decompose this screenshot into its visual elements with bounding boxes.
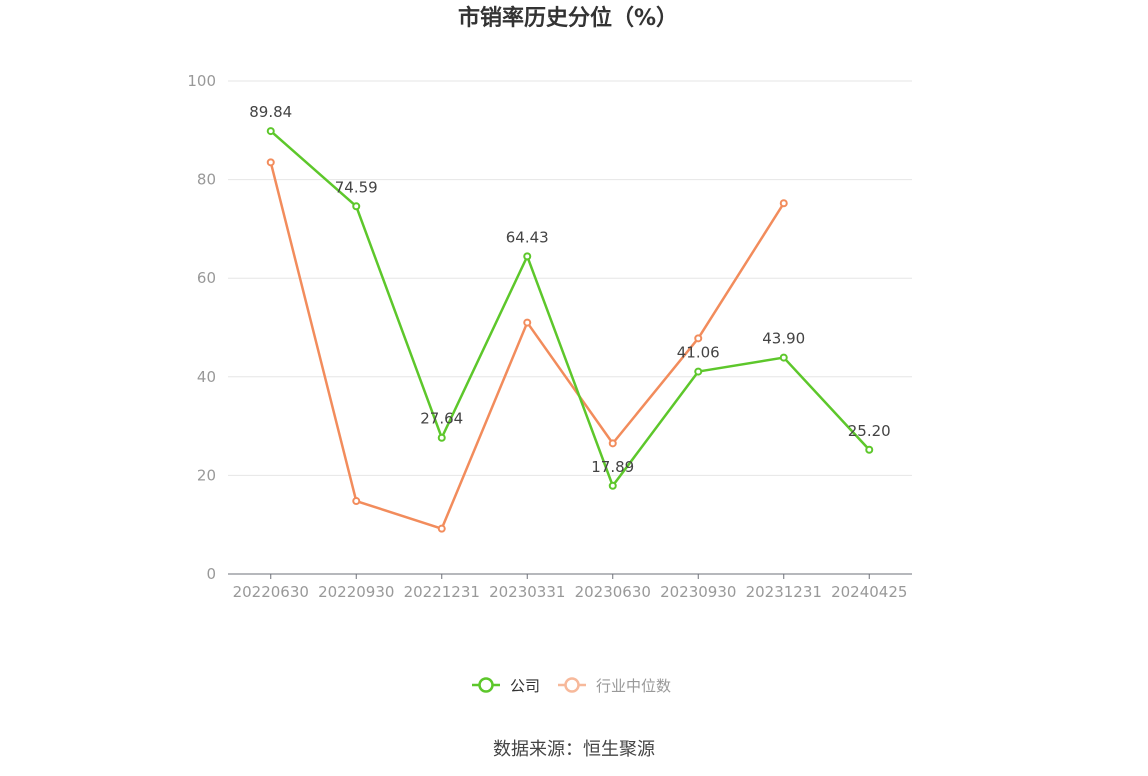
y-tick-label: 20 <box>197 466 216 484</box>
data-point <box>352 497 361 506</box>
series-line-0 <box>269 130 871 488</box>
x-axis: 20220630 20220930 20221231 20230331 20230630… <box>228 573 912 601</box>
data-point <box>779 199 788 208</box>
data-label: 27.64 <box>420 410 463 428</box>
y-axis: 0 20 40 60 80 100 <box>187 72 216 583</box>
grid <box>228 80 912 476</box>
data-point <box>608 439 617 448</box>
x-tick-label: 20220630 <box>233 583 309 601</box>
data-point <box>266 158 275 167</box>
legend-item-1[interactable]: 行业中位数 <box>558 677 671 695</box>
data-point <box>523 318 532 327</box>
data-point <box>523 252 532 261</box>
data-point <box>865 445 874 454</box>
legend-marker <box>564 677 580 693</box>
data-label: 74.59 <box>335 178 378 196</box>
data-point <box>694 334 703 343</box>
data-label: 89.84 <box>249 103 292 121</box>
x-tick-label: 20230630 <box>575 583 651 601</box>
legend-label: 行业中位数 <box>596 677 671 695</box>
data-label: 64.43 <box>506 228 549 246</box>
data-label: 25.20 <box>848 422 891 440</box>
data-point <box>779 353 788 362</box>
legend[interactable]: 公司 行业中位数 <box>472 677 671 695</box>
data-point <box>266 127 275 136</box>
series-points <box>266 127 874 533</box>
data-point <box>437 433 446 442</box>
data-label: 43.90 <box>762 330 805 348</box>
y-tick-label: 80 <box>197 171 216 189</box>
data-label: 41.06 <box>677 344 720 362</box>
source-note: 数据来源：恒生聚源 <box>493 739 655 760</box>
y-tick-label: 40 <box>197 368 216 386</box>
data-point <box>694 367 703 376</box>
x-tick-label: 20221231 <box>404 583 480 601</box>
data-point <box>352 202 361 211</box>
legend-marker <box>478 677 494 693</box>
legend-item-0[interactable]: 公司 <box>472 677 540 695</box>
data-labels: 89.84 74.59 27.64 64.43 17.89 41.06 43.90 25.20 <box>249 103 890 476</box>
y-tick-label: 100 <box>187 72 216 90</box>
chart-title: 市销率历史分位（%） <box>458 5 678 31</box>
x-tick-label: 20240425 <box>831 583 907 601</box>
data-label: 17.89 <box>591 458 634 476</box>
legend-label: 公司 <box>510 677 540 695</box>
x-tick-label: 20230331 <box>489 583 565 601</box>
x-tick-label: 20230930 <box>660 583 736 601</box>
data-point <box>437 524 446 533</box>
y-tick-label: 60 <box>197 269 216 287</box>
x-tick-label: 20231231 <box>746 583 822 601</box>
x-tick-label: 20220930 <box>318 583 394 601</box>
data-point <box>608 481 617 490</box>
y-tick-label: 0 <box>206 565 216 583</box>
